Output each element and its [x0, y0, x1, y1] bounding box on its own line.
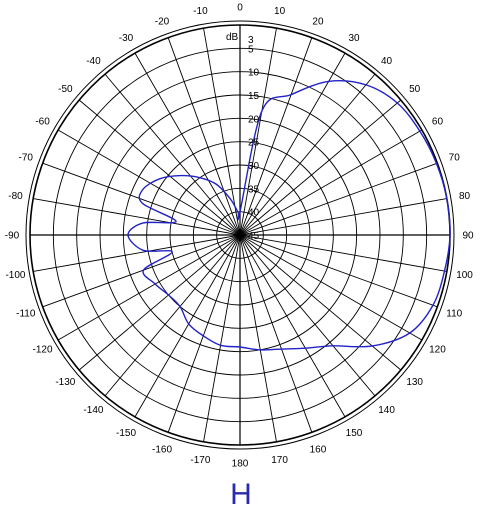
angle-tick-label: 100 — [456, 270, 473, 281]
grid-spoke — [134, 234, 241, 418]
angle-tick-label: -80 — [8, 191, 23, 202]
angle-tick-label: 50 — [409, 84, 421, 95]
ring-tick-label: 3 — [248, 35, 254, 46]
angle-tick-label: 160 — [310, 445, 327, 456]
ring-tick-label: 5 — [248, 44, 254, 55]
angle-tick-label: 60 — [432, 117, 444, 128]
angle-tick-label: -20 — [155, 16, 170, 27]
grid-spoke — [57, 234, 241, 341]
grid-spoke — [239, 234, 402, 371]
angle-tick-label: -60 — [35, 117, 50, 128]
angle-tick-label: 110 — [446, 308, 462, 319]
ring-tick-label: 25 — [248, 138, 260, 149]
angle-tick-label: 140 — [378, 405, 395, 416]
grid-spokes — [30, 25, 450, 445]
grid-spoke — [239, 234, 376, 397]
unit-label: dB — [226, 32, 239, 43]
angle-tick-label: 30 — [348, 33, 360, 44]
angle-tick-label: 180 — [232, 459, 249, 470]
ring-tick-label: 45 — [248, 231, 260, 242]
ring-tick-label: 20 — [248, 114, 260, 125]
grid-spoke — [57, 129, 241, 236]
pattern-series — [127, 80, 451, 351]
grid-spoke — [42, 162, 241, 236]
angle-tick-label: 70 — [449, 153, 461, 164]
ring-tick-label: 10 — [248, 68, 260, 79]
ring-tick-label: 40 — [248, 208, 260, 219]
grid-spoke — [42, 234, 241, 308]
angle-tick-label: -90 — [5, 231, 20, 242]
angle-tick-label: 80 — [459, 191, 471, 202]
grid-spoke — [78, 99, 241, 236]
angle-tick-label: 120 — [429, 345, 446, 356]
angle-tick-label: -170 — [190, 455, 210, 466]
outer-ring — [25, 20, 455, 450]
angle-tick-label: -40 — [86, 56, 101, 67]
ring-labels: dB 35 10 15 20 25 30 35 40 45 — [226, 32, 260, 242]
grid-spoke — [239, 99, 402, 236]
angle-tick-label: 170 — [271, 455, 288, 466]
grid-spoke — [239, 162, 438, 236]
grid-spoke — [203, 234, 241, 442]
grid-spoke — [239, 37, 313, 236]
grid-spoke — [33, 234, 241, 272]
angle-tick-label: 0 — [237, 3, 243, 14]
angle-tick-label: -30 — [119, 33, 134, 44]
angle-tick-label: 130 — [406, 377, 423, 388]
grid-spoke — [78, 234, 241, 371]
angle-tick-label: -100 — [5, 270, 25, 281]
angle-tick-label: -10 — [193, 6, 208, 17]
angle-tick-label: -50 — [58, 84, 73, 95]
grid-spoke — [239, 234, 438, 308]
grid-spoke — [104, 73, 241, 236]
angle-tick-label: 10 — [274, 6, 286, 17]
grid-spoke — [239, 198, 447, 236]
angle-tick-label: -160 — [152, 445, 172, 456]
grid-spoke — [167, 37, 241, 236]
angle-tick-label: -150 — [116, 428, 136, 439]
grid-spoke — [239, 234, 277, 442]
chart-title: H — [230, 478, 252, 511]
angle-tick-label: 90 — [462, 231, 474, 242]
grid-spoke — [239, 234, 313, 433]
angle-tick-label: 40 — [381, 56, 393, 67]
ring-tick-label: 35 — [248, 184, 260, 195]
grid-spoke — [239, 52, 346, 236]
grid-spoke — [239, 234, 346, 418]
grid-spoke — [239, 28, 277, 236]
grid-spoke — [203, 28, 241, 236]
grid-spoke — [167, 234, 241, 433]
grid-spoke — [239, 234, 447, 272]
angle-tick-label: -140 — [83, 405, 103, 416]
ring-tick-label: 30 — [248, 161, 260, 172]
grid-spoke — [239, 234, 423, 341]
angle-tick-label: -130 — [55, 377, 75, 388]
angle-tick-label: 20 — [312, 16, 324, 27]
ring-tick-label: 15 — [248, 91, 260, 102]
angle-labels: 0 10 20 30 40 50 60 70 80 90 100 110 120 130 140 150 160… — [5, 3, 474, 470]
pattern-line — [127, 80, 451, 351]
grid-spoke — [104, 234, 241, 397]
grid-spoke — [239, 129, 423, 236]
angle-tick-label: -120 — [33, 345, 53, 356]
grid-spoke — [239, 73, 376, 236]
angle-tick-label: -110 — [16, 308, 36, 319]
grid-spoke — [33, 198, 241, 236]
grid-spoke — [134, 52, 241, 236]
angle-tick-label: -70 — [19, 153, 34, 164]
angle-tick-label: 150 — [346, 428, 363, 439]
